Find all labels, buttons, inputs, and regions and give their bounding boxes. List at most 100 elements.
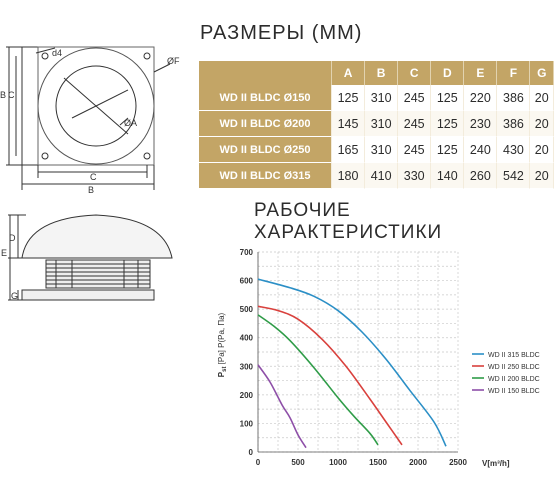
series-line-wd-ii-315-bldc — [257, 278, 447, 447]
table-row: WD II BLDC Ø250 165 310 245 125 240 430 … — [199, 137, 554, 163]
grille — [45, 259, 151, 289]
table-cell-model: WD II BLDC Ø315 — [199, 163, 332, 189]
dimensions-heading: РАЗМЕРЫ (ММ) — [200, 22, 363, 44]
table-row: WD II BLDC Ø315 180 410 330 140 260 542 … — [199, 163, 554, 189]
label-b-bottom: B — [88, 185, 94, 195]
label-c-left: C — [8, 90, 15, 100]
chart-grid — [257, 251, 459, 453]
label-a: ØA — [124, 118, 137, 128]
table-header-model — [199, 61, 332, 85]
label-b-left: B — [0, 90, 6, 100]
label-d4: d4 — [52, 48, 62, 58]
dome-hood — [21, 214, 173, 259]
series-line-wd-ii-200-bldc — [257, 314, 379, 446]
legend-item: WD II 200 BLDC — [488, 376, 540, 383]
y-tick-label: 500 — [240, 305, 254, 314]
table-header-d: D — [431, 61, 465, 85]
chart-series — [257, 278, 447, 449]
inner-circle — [55, 65, 137, 147]
table-cell: 20 — [530, 85, 554, 111]
legend-item: WD II 315 BLDC — [488, 352, 540, 359]
x-tick-label: 0 — [256, 458, 261, 467]
top-view-drawing: d4 ØF ØA B C C B — [0, 46, 180, 195]
table-cell: 140 — [431, 163, 465, 189]
table-header-b: B — [365, 61, 399, 85]
table-cell: 145 — [332, 111, 366, 137]
legend-item: WD II 250 BLDC — [488, 364, 540, 371]
performance-heading-line2: ХАРАКТЕРИСТИКИ — [254, 222, 443, 243]
table-header-c: C — [398, 61, 432, 85]
table-cell: 310 — [365, 85, 399, 111]
table-cell: 245 — [398, 137, 432, 163]
y-tick-label: 200 — [240, 391, 254, 400]
table-cell: 330 — [398, 163, 432, 189]
y-axis-label: Pst [Pa] P(Pa, Па) — [217, 312, 228, 377]
table-cell: 20 — [530, 111, 554, 137]
table-header-row: A B C D E F G — [199, 61, 554, 85]
mounting-hole — [41, 52, 49, 60]
table-row: WD II BLDC Ø150 125 310 245 125 220 386 … — [199, 85, 554, 111]
table-cell: 386 — [497, 111, 531, 137]
table-header-e: E — [464, 61, 498, 85]
table-cell: 20 — [530, 137, 554, 163]
series-line-wd-ii-150-bldc — [257, 364, 307, 449]
mounting-hole — [41, 152, 49, 160]
table-cell: 310 — [365, 111, 399, 137]
table-cell: 180 — [332, 163, 366, 189]
label-c-bottom: C — [90, 172, 97, 182]
performance-heading: РАБОЧИЕ ХАРАКТЕРИСТИКИ — [254, 200, 442, 244]
label-f: ØF — [167, 56, 180, 66]
y-tick-label: 700 — [240, 248, 254, 257]
table-cell: 430 — [497, 137, 531, 163]
y-tick-label: 400 — [240, 334, 254, 343]
table-header-g: G — [530, 61, 554, 85]
table-cell: 240 — [464, 137, 498, 163]
label-g: G — [11, 291, 18, 301]
x-tick-label: 2000 — [409, 458, 427, 467]
mounting-hole — [143, 152, 151, 160]
table-cell-model: WD II BLDC Ø250 — [199, 137, 332, 163]
mounting-base — [21, 289, 155, 301]
side-view-drawing: D E G — [1, 214, 173, 301]
table-cell: 20 — [530, 163, 554, 189]
legend-item: WD II 150 BLDC — [488, 388, 540, 395]
y-tick-label: 600 — [240, 277, 254, 286]
chart-legend: WD II 315 BLDC WD II 250 BLDC WD II 200 BL… — [472, 352, 540, 395]
table-cell: 310 — [365, 137, 399, 163]
table-cell: 542 — [497, 163, 531, 189]
label-e: E — [1, 248, 7, 258]
table-header-f: F — [497, 61, 531, 85]
x-tick-label: 1000 — [329, 458, 347, 467]
table-cell: 260 — [464, 163, 498, 189]
table-cell: 125 — [332, 85, 366, 111]
y-tick-label: 300 — [240, 362, 254, 371]
y-tick-label: 0 — [249, 448, 254, 457]
table-header-a: A — [332, 61, 366, 85]
table-cell: 125 — [431, 111, 465, 137]
table-cell: 125 — [431, 85, 465, 111]
table-row: WD II BLDC Ø200 145 310 245 125 230 386 … — [199, 111, 554, 137]
performance-heading-line1: РАБОЧИЕ — [254, 200, 351, 221]
table-cell: 245 — [398, 85, 432, 111]
x-tick-label: 500 — [291, 458, 305, 467]
table-cell: 165 — [332, 137, 366, 163]
table-cell: 220 — [464, 85, 498, 111]
table-cell: 386 — [497, 85, 531, 111]
table-cell-model: WD II BLDC Ø200 — [199, 111, 332, 137]
dimensions-table: A B C D E F G WD II BLDC Ø150 125 310 24… — [199, 61, 554, 189]
table-cell: 245 — [398, 111, 432, 137]
chart-axes: 0 500 1000 1500 2000 2500 0 100 200 300 400 500 600 7… — [240, 248, 468, 467]
outer-circle — [37, 47, 155, 165]
series-line-wd-ii-250-bldc — [257, 305, 403, 446]
table-cell: 230 — [464, 111, 498, 137]
x-axis-label: V[m³/h] — [482, 459, 510, 468]
x-tick-label: 2500 — [449, 458, 467, 467]
y-tick-label: 100 — [240, 419, 254, 428]
table-cell-model: WD II BLDC Ø150 — [199, 85, 332, 111]
table-cell: 125 — [431, 137, 465, 163]
mounting-hole — [143, 52, 151, 60]
label-d: D — [9, 233, 16, 243]
x-tick-label: 1500 — [369, 458, 387, 467]
table-cell: 410 — [365, 163, 399, 189]
